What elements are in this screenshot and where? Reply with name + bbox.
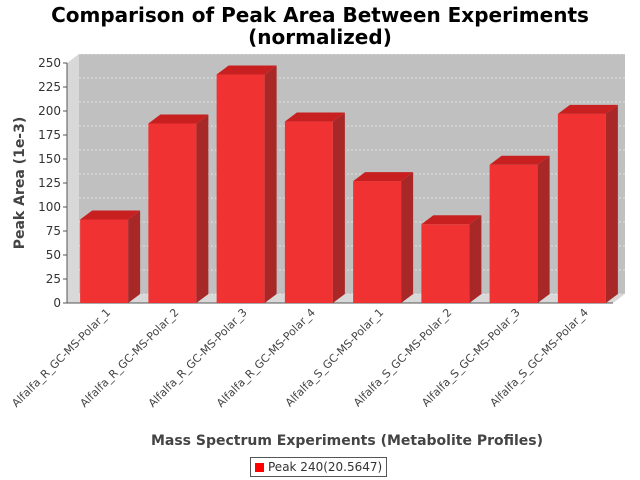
bar: [557, 113, 606, 303]
bar: [148, 123, 197, 303]
bar-side: [128, 210, 141, 303]
bar-top: [421, 215, 482, 225]
chart-subtitle: (normalized): [248, 25, 392, 49]
bar: [80, 219, 129, 303]
bar: [489, 164, 538, 303]
y-tick-label: 200: [38, 104, 61, 118]
bar-top: [80, 210, 141, 220]
chart-title: Comparison of Peak Area Between Experime…: [51, 3, 589, 27]
bar-top: [557, 104, 618, 114]
bar-side: [469, 215, 482, 303]
y-axis-title: Peak Area (1e-3): [12, 117, 28, 250]
bar-side: [196, 114, 209, 303]
y-tick-label: 125: [38, 176, 61, 190]
y-tick-label: 100: [38, 200, 61, 214]
y-tick-label: 250: [38, 56, 61, 70]
bar: [421, 224, 470, 303]
x-axis-title: Mass Spectrum Experiments (Metabolite Pr…: [151, 433, 543, 449]
legend-label: Peak 240(20.5647): [268, 460, 383, 474]
bar-side: [332, 112, 345, 303]
bar-top: [284, 112, 345, 122]
bar-side: [264, 65, 277, 304]
plot-left-wall: [67, 54, 79, 303]
bar-top: [489, 155, 550, 165]
y-tick-label: 50: [46, 248, 61, 262]
y-tick-label: 25: [46, 272, 61, 286]
bar-top: [148, 114, 209, 124]
y-tick-label: 175: [38, 128, 61, 142]
bar-side: [401, 172, 414, 303]
bar: [284, 121, 333, 303]
bar: [216, 74, 265, 304]
bar-side: [537, 155, 550, 303]
y-tick-label: 225: [38, 80, 61, 94]
y-tick-label: 150: [38, 152, 61, 166]
plot-floor: [67, 294, 625, 303]
y-tick-label: 0: [53, 296, 61, 310]
legend: Peak 240(20.5647): [250, 457, 388, 477]
bar-side: [605, 104, 618, 303]
bar-top: [353, 172, 414, 182]
bar: [353, 181, 402, 303]
bar-top: [216, 65, 277, 75]
legend-swatch: [255, 462, 264, 472]
y-tick-label: 75: [46, 224, 61, 238]
